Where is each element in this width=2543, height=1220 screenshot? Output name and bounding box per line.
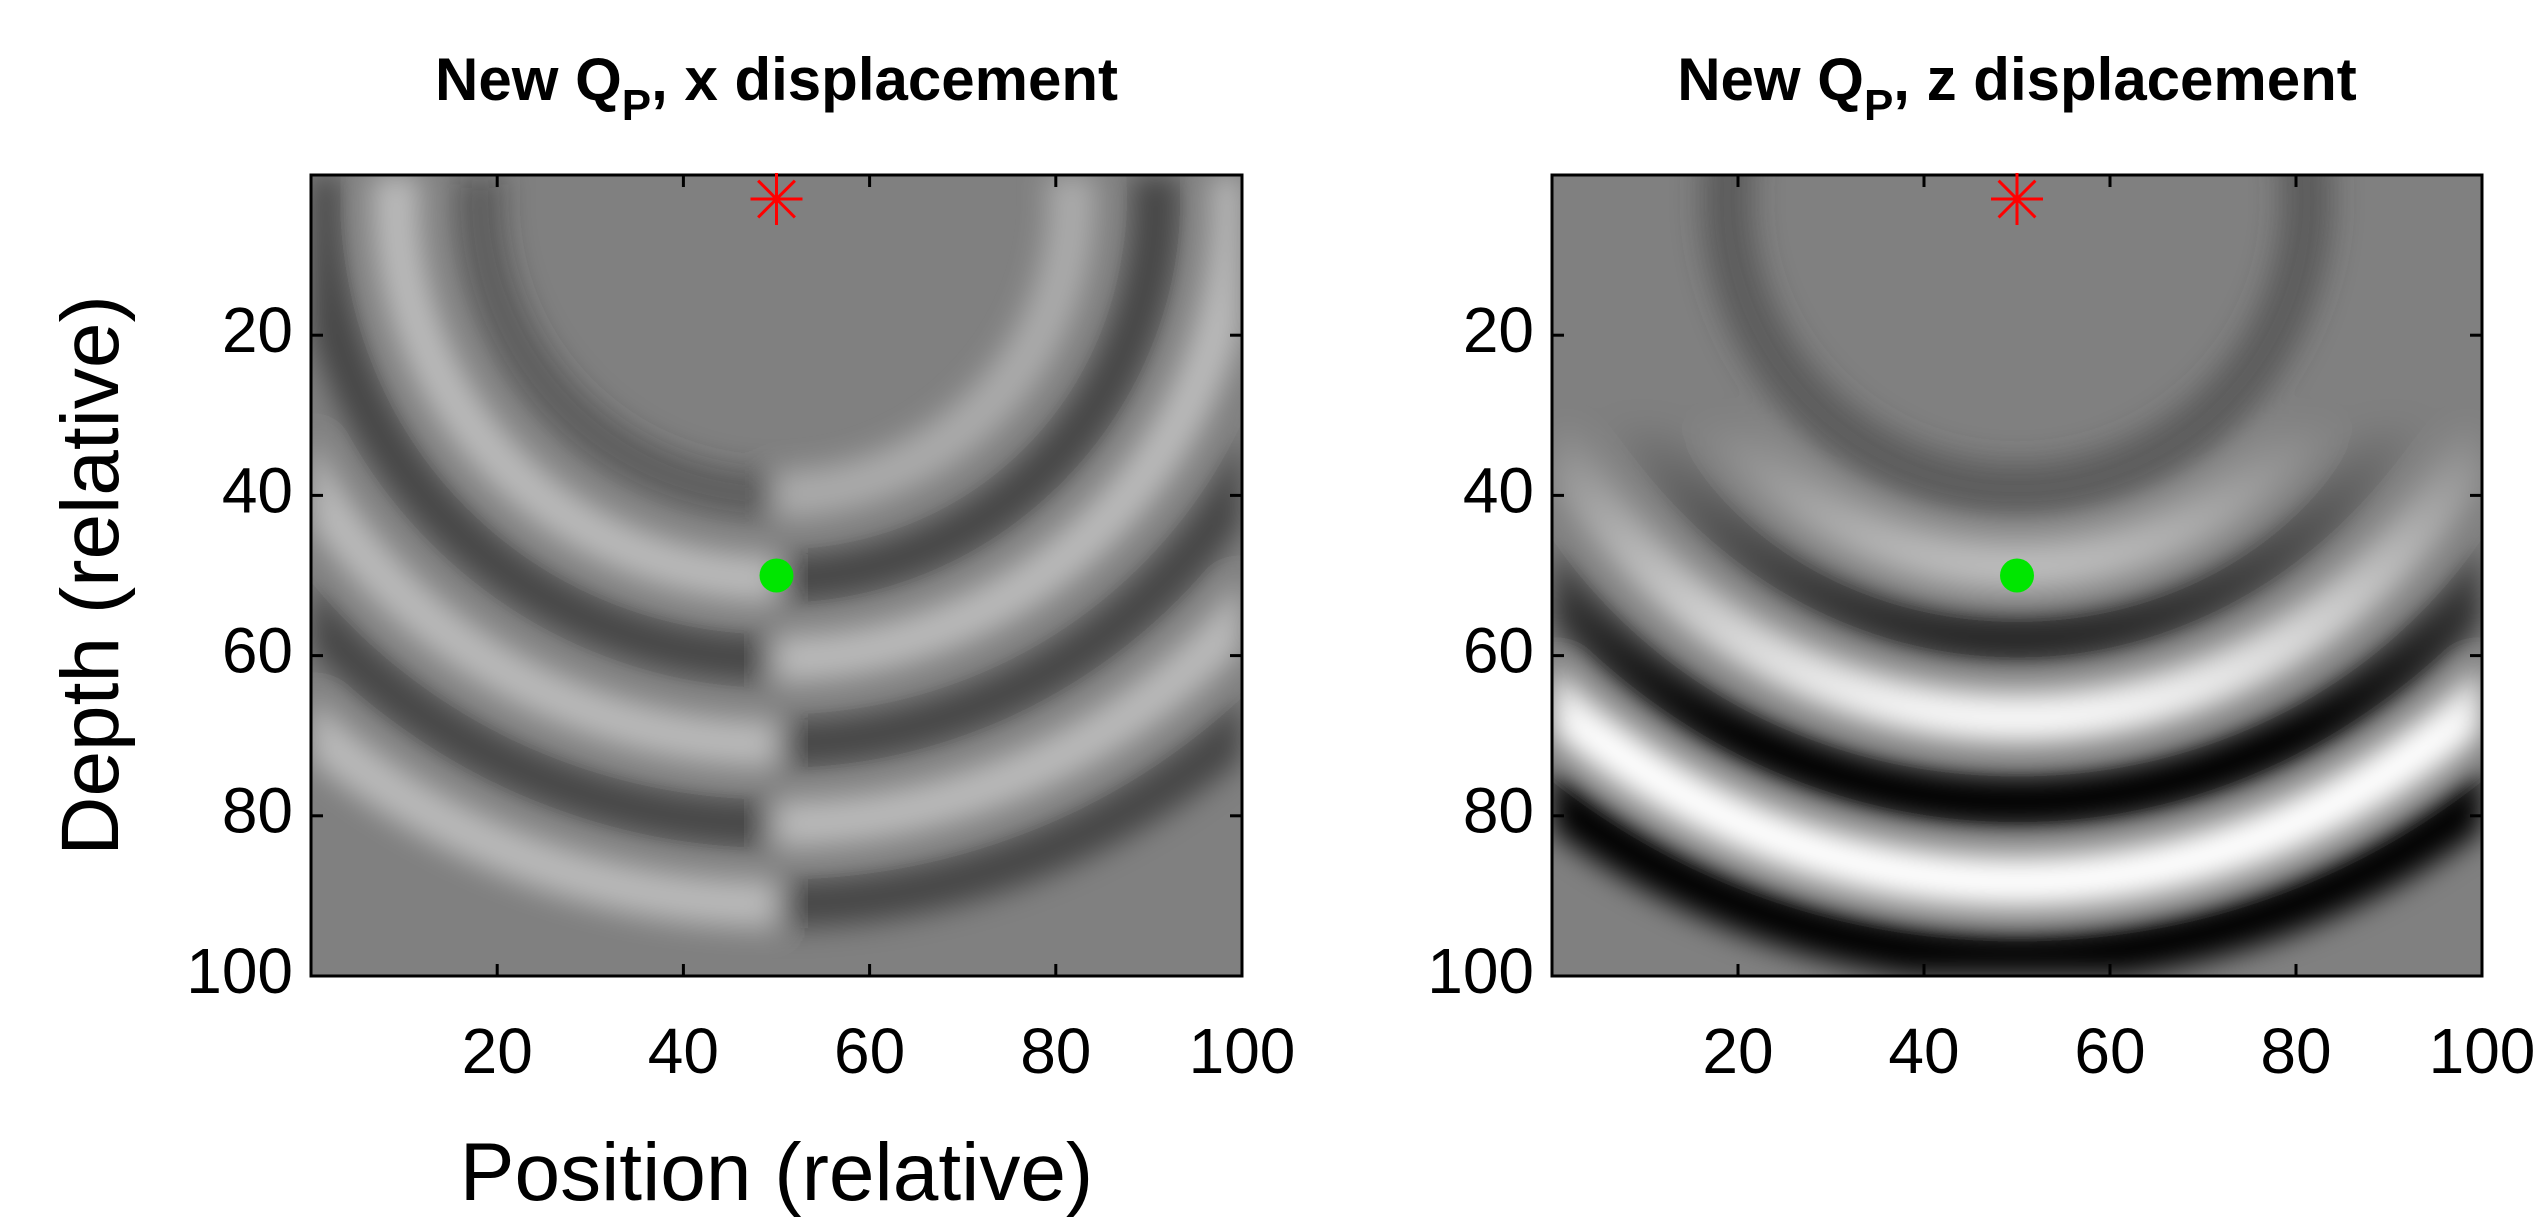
y-tick-label: 100 [1427, 935, 1534, 1007]
title-part: P [622, 81, 651, 130]
source-marker [750, 173, 803, 226]
chart-title: New QP, z displacement [1677, 46, 2357, 130]
y-tick-label: 60 [1463, 615, 1534, 687]
title-part: New Q [435, 46, 622, 113]
title-part: , z displacement [1893, 46, 2356, 113]
y-axis-label: Depth (relative) [45, 295, 136, 856]
x-tick-label: 60 [834, 1015, 905, 1087]
y-tick-label: 40 [222, 454, 293, 526]
y-tick-label: 80 [222, 775, 293, 847]
y-tick-label: 20 [1463, 294, 1534, 366]
x-tick-label: 100 [1189, 1015, 1296, 1087]
chart-title: New QP, x displacement [435, 46, 1118, 130]
wavefield-z [1552, 175, 2482, 976]
y-tick-label: 20 [222, 294, 293, 366]
receiver-marker [759, 558, 794, 593]
y-tick-label: 60 [222, 615, 293, 687]
y-tick-label: 100 [186, 935, 293, 1007]
x-tick-label: 60 [2074, 1015, 2145, 1087]
x-tick-label: 20 [462, 1015, 533, 1087]
receiver-marker [2000, 558, 2034, 593]
title-part: New Q [1677, 46, 1864, 113]
y-tick-label: 40 [1463, 454, 1534, 526]
x-tick-label: 100 [2429, 1015, 2536, 1087]
title-part: P [1864, 81, 1893, 130]
wavefield-x [311, 175, 1242, 976]
source-marker [1991, 173, 2043, 226]
x-tick-label: 80 [2260, 1015, 2331, 1087]
title-part: , x displacement [651, 46, 1118, 113]
x-tick-label: 80 [1020, 1015, 1091, 1087]
y-tick-label: 80 [1463, 775, 1534, 847]
x-tick-label: 40 [1888, 1015, 1959, 1087]
x-tick-label: 40 [648, 1015, 719, 1087]
x-tick-label: 20 [1702, 1015, 1773, 1087]
x-axis-label: Position (relative) [460, 1127, 1093, 1218]
